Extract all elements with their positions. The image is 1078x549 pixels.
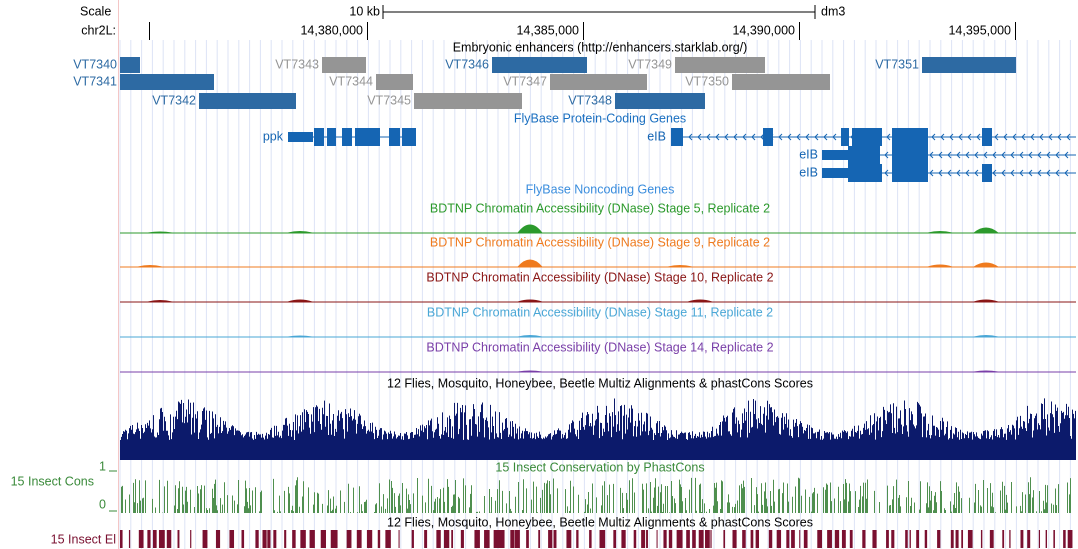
- enhancer-label: VT7350: [685, 74, 729, 88]
- grid: [119, 40, 1071, 549]
- signal: [120, 224, 1076, 234]
- ruler-label: 14,380,000: [300, 23, 363, 37]
- enhancer-label: VT7341: [73, 74, 117, 88]
- exon: [327, 128, 336, 146]
- exon: [763, 128, 773, 146]
- enhancer-label: VT7340: [73, 57, 117, 71]
- enhancer-label: VT7346: [445, 57, 489, 71]
- exon: [982, 128, 992, 146]
- phastcons-wiggle: [121, 477, 1071, 513]
- exon: [822, 168, 848, 178]
- gene-label: ppk: [263, 129, 284, 143]
- signal: [120, 299, 1076, 303]
- exon: [848, 146, 880, 164]
- track-title: 15 Insect Conservation by PhastCons: [495, 460, 704, 474]
- enhancer-label: VT7342: [152, 93, 196, 107]
- axis-min: 0: [99, 497, 106, 511]
- scale-label: Scale: [80, 4, 111, 18]
- enhancer: [732, 74, 830, 90]
- exon: [389, 128, 400, 146]
- track-title: 12 Flies, Mosquito, Honeybee, Beetle Mul…: [387, 376, 813, 390]
- side-label: 15 Insect El: [51, 532, 116, 546]
- enhancer-label: VT7349: [628, 57, 672, 71]
- exon: [355, 128, 380, 146]
- enhancer: [675, 57, 765, 73]
- track-title: FlyBase Protein-Coding Genes: [514, 111, 686, 125]
- ruler-label: 14,385,000: [516, 23, 579, 37]
- enhancer: [922, 57, 1016, 73]
- enhancer-label: VT7344: [329, 74, 373, 88]
- enhancer: [376, 74, 413, 90]
- track-title: BDTNP Chromatin Accessibility (DNase) St…: [430, 235, 770, 249]
- enhancer: [414, 93, 522, 109]
- enhancer: [492, 57, 587, 73]
- exon: [314, 128, 324, 146]
- gene-label: eIB: [799, 165, 818, 179]
- track-title: BDTNP Chromatin Accessibility (DNase) St…: [427, 305, 773, 319]
- axis-max: 1: [99, 459, 106, 473]
- enhancer: [615, 93, 705, 109]
- gene-label: eIB: [647, 129, 666, 143]
- enhancer-label: VT7348: [568, 93, 612, 107]
- conserved-elements: [120, 530, 1073, 548]
- side-label: 15 Insect Cons: [11, 474, 94, 488]
- enhancer-label: VT7343: [275, 57, 319, 71]
- exon: [892, 128, 928, 146]
- enhancer: [322, 57, 366, 73]
- signal: [120, 259, 1076, 268]
- enhancer: [120, 57, 140, 73]
- assembly-label: dm3: [821, 4, 845, 18]
- enhancer-label: VT7351: [875, 57, 919, 71]
- track-title: 12 Flies, Mosquito, Honeybee, Beetle Mul…: [387, 515, 813, 529]
- track-title: Embryonic enhancers (http://enhancers.st…: [453, 40, 748, 54]
- ruler-label: 14,390,000: [732, 23, 795, 37]
- enhancer: [550, 74, 647, 90]
- ruler-label: 14,395,000: [948, 23, 1011, 37]
- track-title: BDTNP Chromatin Accessibility (DNase) St…: [426, 340, 773, 354]
- track-title: FlyBase Noncoding Genes: [526, 182, 675, 196]
- scale-bar-label: 10 kb: [349, 4, 380, 18]
- enhancer-label: VT7347: [503, 74, 547, 88]
- exon: [852, 128, 882, 146]
- exon: [892, 164, 928, 182]
- enhancer: [120, 74, 214, 90]
- enhancer: [199, 93, 296, 109]
- exon: [342, 128, 352, 146]
- exon: [402, 128, 416, 146]
- track-title: BDTNP Chromatin Accessibility (DNase) St…: [426, 270, 773, 284]
- chrom-label: chr2L:: [81, 23, 116, 37]
- gene-label: eIB: [799, 147, 818, 161]
- enhancer-label: VT7345: [367, 93, 411, 107]
- signal: [120, 335, 1076, 338]
- exon: [982, 164, 992, 182]
- multiz-wiggle: [120, 398, 1076, 460]
- exon: [892, 146, 928, 164]
- exon: [822, 150, 848, 160]
- exon: [671, 128, 683, 146]
- signal: [120, 370, 1076, 373]
- exon: [288, 132, 313, 142]
- exon: [841, 128, 849, 146]
- track-title: BDTNP Chromatin Accessibility (DNase) St…: [430, 201, 770, 215]
- exon: [848, 164, 882, 182]
